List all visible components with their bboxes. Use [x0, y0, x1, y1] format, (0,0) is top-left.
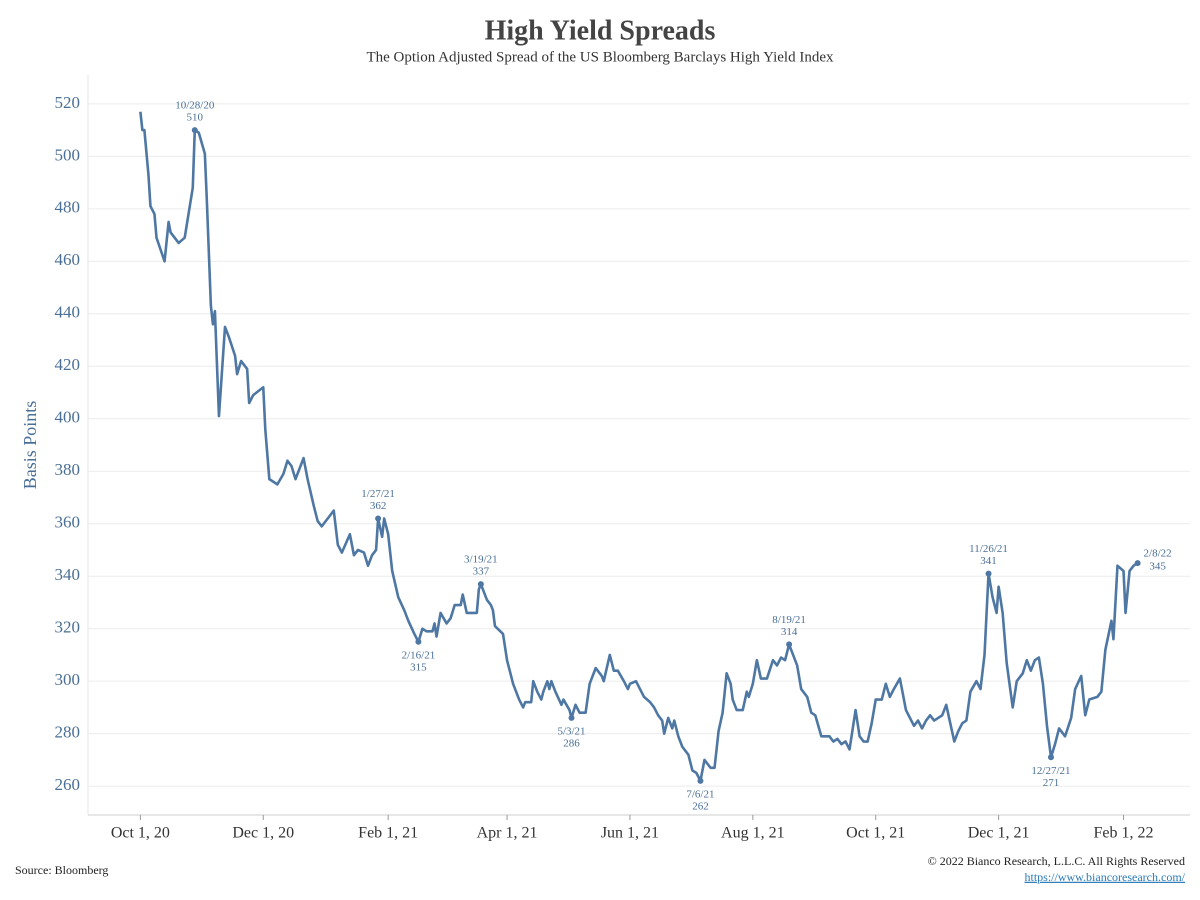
- chart-subtitle: The Option Adjusted Spread of the US Blo…: [366, 49, 834, 65]
- y-tick-label: 320: [55, 618, 81, 637]
- annotation-date: 11/26/21: [969, 543, 1008, 555]
- x-tick-label: Aug 1, 21: [721, 825, 785, 842]
- annotation-dot: [786, 641, 793, 648]
- y-tick-label: 340: [55, 565, 81, 584]
- y-tick-label: 420: [55, 355, 81, 374]
- annotation-value: 315: [410, 661, 427, 673]
- annotation-value: 341: [980, 555, 997, 567]
- data-line: [139, 111, 1139, 783]
- annotation-dot: [1134, 560, 1141, 567]
- y-tick-label: 500: [55, 145, 81, 164]
- annotation-date: 12/27/21: [1031, 765, 1070, 777]
- x-tick-label: Oct 1, 20: [111, 825, 170, 842]
- annotation-value: 345: [1149, 561, 1166, 573]
- annotation-value: 271: [1043, 777, 1060, 789]
- y-tick-label: 520: [55, 93, 81, 112]
- y-tick-label: 460: [55, 250, 81, 269]
- y-tick-label: 380: [55, 460, 81, 479]
- annotation-date: 7/6/21: [686, 788, 714, 800]
- x-tick-label: Oct 1, 21: [846, 825, 905, 842]
- x-tick-label: Jun 1, 21: [601, 825, 659, 842]
- annotation-dot: [191, 127, 198, 134]
- annotation-date: 8/19/21: [772, 614, 806, 626]
- chart-title: High Yield Spreads: [485, 15, 716, 46]
- y-tick-label: 280: [55, 723, 81, 742]
- x-tick-label: Feb 1, 22: [1094, 825, 1154, 842]
- annotation-value: 262: [692, 800, 709, 812]
- annotation-dot: [415, 638, 422, 645]
- annotation-value: 314: [781, 626, 798, 638]
- x-tick-label: Feb 1, 21: [358, 825, 418, 842]
- annotation-date: 2/8/22: [1144, 548, 1172, 560]
- y-tick-label: 440: [55, 303, 81, 322]
- source-note: Source: Bloomberg: [15, 863, 108, 877]
- y-tick-label: 400: [55, 408, 81, 427]
- copyright: © 2022 Bianco Research, L.L.C. All Right…: [928, 854, 1185, 868]
- y-tick-label: 480: [55, 198, 81, 217]
- annotation-dot: [375, 515, 382, 522]
- y-axis-label: Basis Points: [20, 401, 40, 490]
- annotation-dot: [477, 581, 484, 588]
- annotation-dot: [568, 714, 575, 721]
- annotation-dot: [985, 570, 992, 577]
- website-link[interactable]: https://www.biancoresearch.com/: [1024, 870, 1185, 884]
- annotation-date: 1/27/21: [361, 488, 395, 500]
- annotation-value: 337: [473, 566, 490, 578]
- annotation-date: 2/16/21: [402, 649, 436, 661]
- x-tick-label: Dec 1, 20: [232, 825, 294, 842]
- annotation-dot: [697, 777, 704, 784]
- y-tick-label: 300: [55, 670, 81, 689]
- annotation-value: 362: [370, 500, 387, 512]
- annotation-dot: [1047, 754, 1054, 761]
- annotation-date: 5/3/21: [557, 725, 585, 737]
- annotation-date: 3/19/21: [464, 554, 498, 566]
- x-tick-label: Apr 1, 21: [477, 825, 538, 842]
- annotation-value: 286: [563, 737, 580, 749]
- annotation-date: 10/28/20: [175, 100, 215, 112]
- x-tick-label: Dec 1, 21: [968, 825, 1030, 842]
- y-tick-label: 260: [55, 775, 81, 794]
- y-tick-label: 360: [55, 513, 81, 532]
- annotation-value: 510: [187, 112, 204, 124]
